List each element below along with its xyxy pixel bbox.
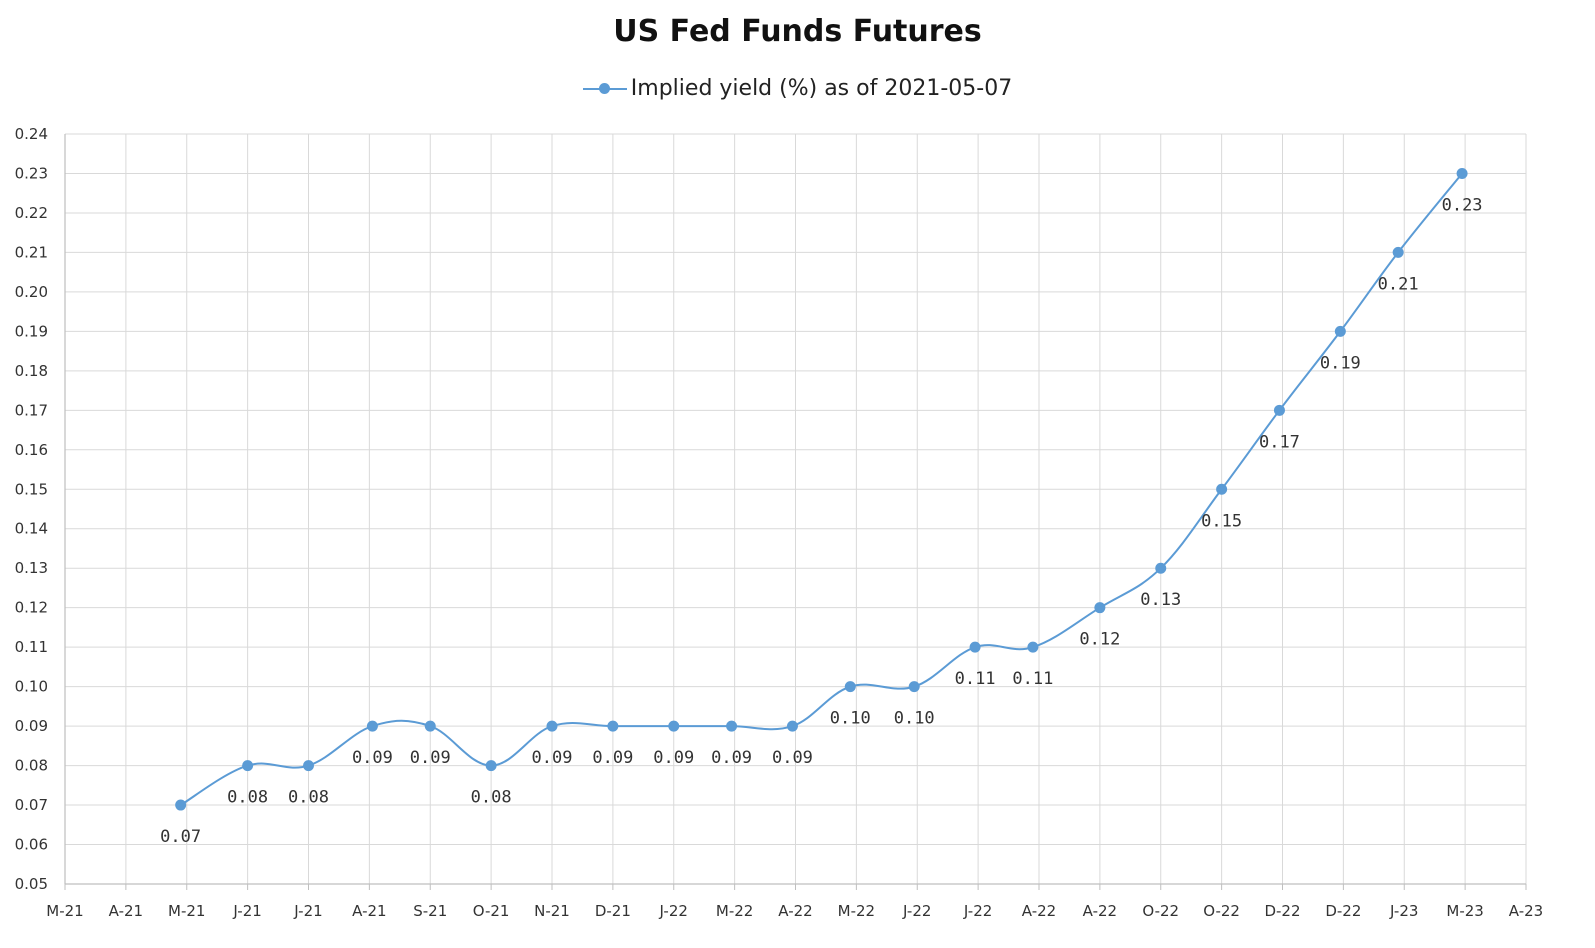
data-label: 0.15 [1201, 511, 1242, 531]
y-tick-label: 0.06 [15, 836, 48, 854]
x-tick-label: M-21 [46, 902, 83, 920]
y-tick-label: 0.17 [15, 401, 48, 419]
data-label: 0.13 [1140, 590, 1181, 610]
y-tick-label: 0.07 [15, 796, 48, 814]
data-point [1273, 404, 1285, 416]
data-labels: 0.07 0.08 0.08 0.09 0.09 0.08 0.09 0.09 0.09 0.09… [160, 195, 1482, 847]
chart-title: US Fed Funds Futures [613, 14, 982, 49]
data-label: 0.09 [592, 748, 633, 768]
data-label: 0.23 [1442, 195, 1483, 215]
y-tick-label: 0.24 [15, 125, 48, 143]
data-point [607, 720, 619, 732]
x-tick-label: J-21 [232, 902, 261, 920]
x-tick-label: A-22 [778, 902, 812, 920]
x-tick-label: A-22 [1022, 902, 1056, 920]
x-axis: M-21 A-21 M-21 J-21 J-21 A-21 S-21 O-21 N-21 D-21… [46, 883, 1543, 920]
x-tick-label: S-21 [413, 902, 447, 920]
x-tick-label: M-22 [838, 902, 875, 920]
x-tick-label: J-22 [963, 902, 992, 920]
data-point [1027, 641, 1039, 653]
data-point [366, 720, 378, 732]
y-tick-label: 0.16 [15, 441, 48, 459]
data-label: 0.11 [955, 669, 996, 689]
x-tick-label: J-21 [293, 902, 322, 920]
data-point [1094, 602, 1106, 614]
x-tick-label: J-22 [659, 902, 688, 920]
data-label: 0.21 [1378, 274, 1419, 294]
y-tick-label: 0.22 [15, 204, 48, 222]
data-point [175, 799, 187, 811]
x-tick-label: J-23 [1389, 902, 1418, 920]
data-label: 0.09 [653, 748, 694, 768]
y-tick-label: 0.15 [15, 480, 48, 498]
x-tick-label: O-22 [1142, 902, 1179, 920]
data-point [1155, 562, 1167, 574]
y-tick-label: 0.14 [15, 520, 48, 538]
data-point [908, 681, 920, 693]
x-tick-label: A-21 [109, 902, 143, 920]
data-label: 0.09 [410, 748, 451, 768]
grid [64, 133, 1527, 885]
x-tick-label: A-22 [1083, 902, 1117, 920]
x-tick-label: D-22 [1264, 902, 1300, 920]
data-label: 0.17 [1259, 432, 1300, 452]
legend: Implied yield (%) as of 2021-05-07 [0, 76, 1595, 101]
data-point [546, 720, 558, 732]
data-point [786, 720, 798, 732]
data-label: 0.08 [288, 788, 329, 808]
y-tick-label: 0.21 [15, 243, 48, 261]
data-point [303, 760, 314, 772]
x-tick-label: J-22 [902, 902, 931, 920]
x-tick-label: A-23 [1509, 902, 1543, 920]
data-point [242, 760, 254, 772]
data-label: 0.11 [1012, 669, 1053, 689]
data-label: 0.10 [830, 709, 871, 729]
data-label: 0.09 [772, 748, 813, 768]
y-tick-label: 0.13 [15, 559, 48, 577]
x-tick-label: D-21 [595, 902, 631, 920]
data-label: 0.09 [352, 748, 393, 768]
x-tick-label: M-21 [168, 902, 205, 920]
series [175, 167, 1468, 811]
data-label: 0.09 [711, 748, 752, 768]
data-label: 0.10 [894, 709, 935, 729]
data-point [668, 720, 680, 732]
y-tick-label: 0.18 [15, 362, 48, 380]
data-point [844, 681, 856, 693]
y-tick-label: 0.19 [15, 322, 48, 340]
data-label: 0.19 [1320, 353, 1361, 373]
y-tick-label: 0.12 [15, 599, 48, 617]
y-tick-label: 0.23 [15, 164, 48, 182]
data-point [1334, 325, 1346, 337]
y-tick-label: 0.05 [15, 875, 48, 893]
data-point [726, 720, 738, 732]
x-tick-label: D-22 [1325, 902, 1361, 920]
data-point [1392, 246, 1404, 258]
y-tick-label: 0.09 [15, 717, 48, 735]
x-tick-label: M-22 [716, 902, 753, 920]
data-label: 0.08 [227, 788, 268, 808]
x-tick-label: M-23 [1446, 902, 1483, 920]
y-axis: 0.05 0.06 0.07 0.08 0.09 0.10 0.11 0.12 0.13 0.14… [15, 125, 66, 893]
x-tick-label: O-22 [1203, 902, 1240, 920]
data-label: 0.09 [532, 748, 573, 768]
x-tick-label: A-21 [352, 902, 386, 920]
y-tick-label: 0.10 [15, 678, 48, 696]
legend-label: Implied yield (%) as of 2021-05-07 [630, 76, 1013, 101]
data-label: 0.12 [1079, 630, 1120, 650]
y-tick-label: 0.08 [15, 757, 48, 775]
x-tick-label: O-21 [473, 902, 510, 920]
x-tick-label: N-21 [534, 902, 570, 920]
data-point [1216, 483, 1228, 495]
data-point [1456, 167, 1468, 179]
data-point [485, 760, 497, 772]
y-tick-label: 0.11 [15, 638, 48, 656]
data-label: 0.07 [160, 827, 201, 847]
data-point [424, 720, 436, 732]
data-point [969, 641, 981, 653]
y-tick-label: 0.20 [15, 283, 48, 301]
data-label: 0.08 [471, 788, 512, 808]
legend-marker-icon [582, 82, 627, 96]
